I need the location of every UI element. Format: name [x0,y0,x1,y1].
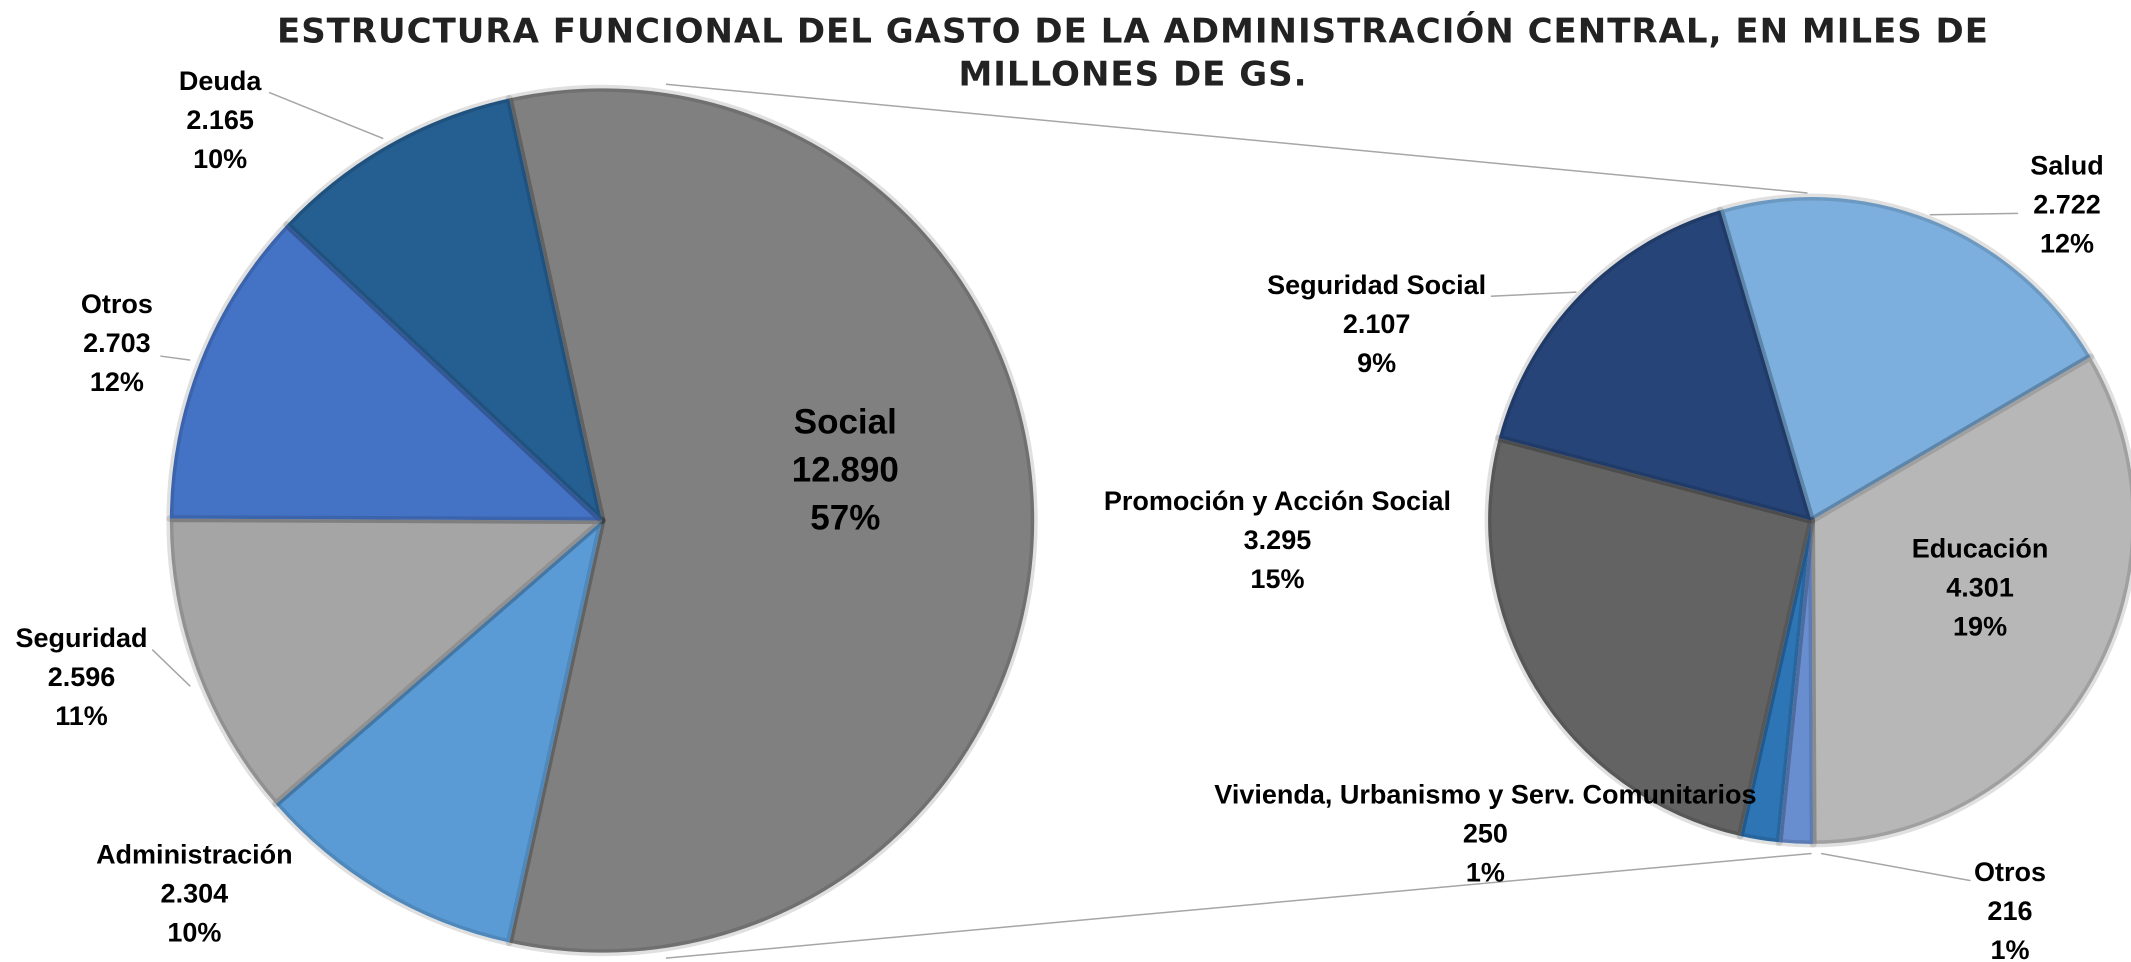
leader-line [268,91,384,140]
chart-title: ESTRUCTURA FUNCIONAL DEL GASTO DE LA ADM… [277,11,1989,52]
leader-line [1490,291,1577,298]
pie-slice [1775,516,1817,848]
pie-slice [1808,353,2131,848]
value-label: 216 [1987,896,2032,926]
value-label: 2.596 [48,662,116,692]
pie-slice [1495,206,1816,524]
pie-slice [1716,193,2095,524]
slice-label: Seguridad Social [1267,270,1486,300]
percent-label: 1% [1466,857,1505,887]
slice-label: Vivienda, Urbanismo y Serv. Comunitarios [1214,779,1756,809]
value-label: 2.165 [186,105,254,135]
value-label: 2.722 [2033,189,2101,219]
percent-label: 12% [2040,228,2094,258]
leader-line [1929,212,2019,216]
pie-slice [283,94,606,524]
pie-slice [272,516,606,947]
percent-label: 10% [167,917,221,947]
pie-slice [1736,516,1816,846]
value-label: 250 [1463,818,1508,848]
percent-label: 1% [1990,935,2029,962]
pie-slice [1484,434,1816,840]
value-label: 2.703 [83,328,151,358]
pie-slice [166,515,606,808]
slice-label: Educación [1912,534,2049,564]
percent-label: 10% [193,144,247,174]
value-label: 4.301 [1946,573,2014,603]
slice-label: Seguridad [16,623,148,653]
chart-title: MILLONES DE GS. [958,55,1307,95]
connector-line [665,852,1812,959]
leader-line [160,355,191,361]
pie-slice [505,84,1038,957]
slice-label: Promoción y Acción Social [1104,486,1451,516]
percent-label: 57% [810,498,880,537]
leader-line [1820,852,1971,882]
slice-label: Social [794,402,897,441]
value-label: 3.295 [1244,525,1312,555]
pie-slice [166,221,606,524]
value-label: 12.890 [792,450,899,489]
value-label: 2.304 [161,878,229,908]
percent-label: 12% [90,367,144,397]
slice-label: Otros [81,289,153,319]
percent-label: 19% [1953,612,2007,642]
percent-label: 15% [1250,564,1304,594]
percent-label: 9% [1357,348,1396,378]
connector-line [665,83,1808,194]
leader-line [151,649,191,687]
slice-label: Administración [96,839,293,869]
percent-label: 11% [55,701,108,731]
value-label: 2.107 [1343,309,1411,339]
slice-label: Deuda [179,66,263,96]
slice-label: Salud [2030,150,2104,180]
slice-label: Otros [1974,857,2046,887]
